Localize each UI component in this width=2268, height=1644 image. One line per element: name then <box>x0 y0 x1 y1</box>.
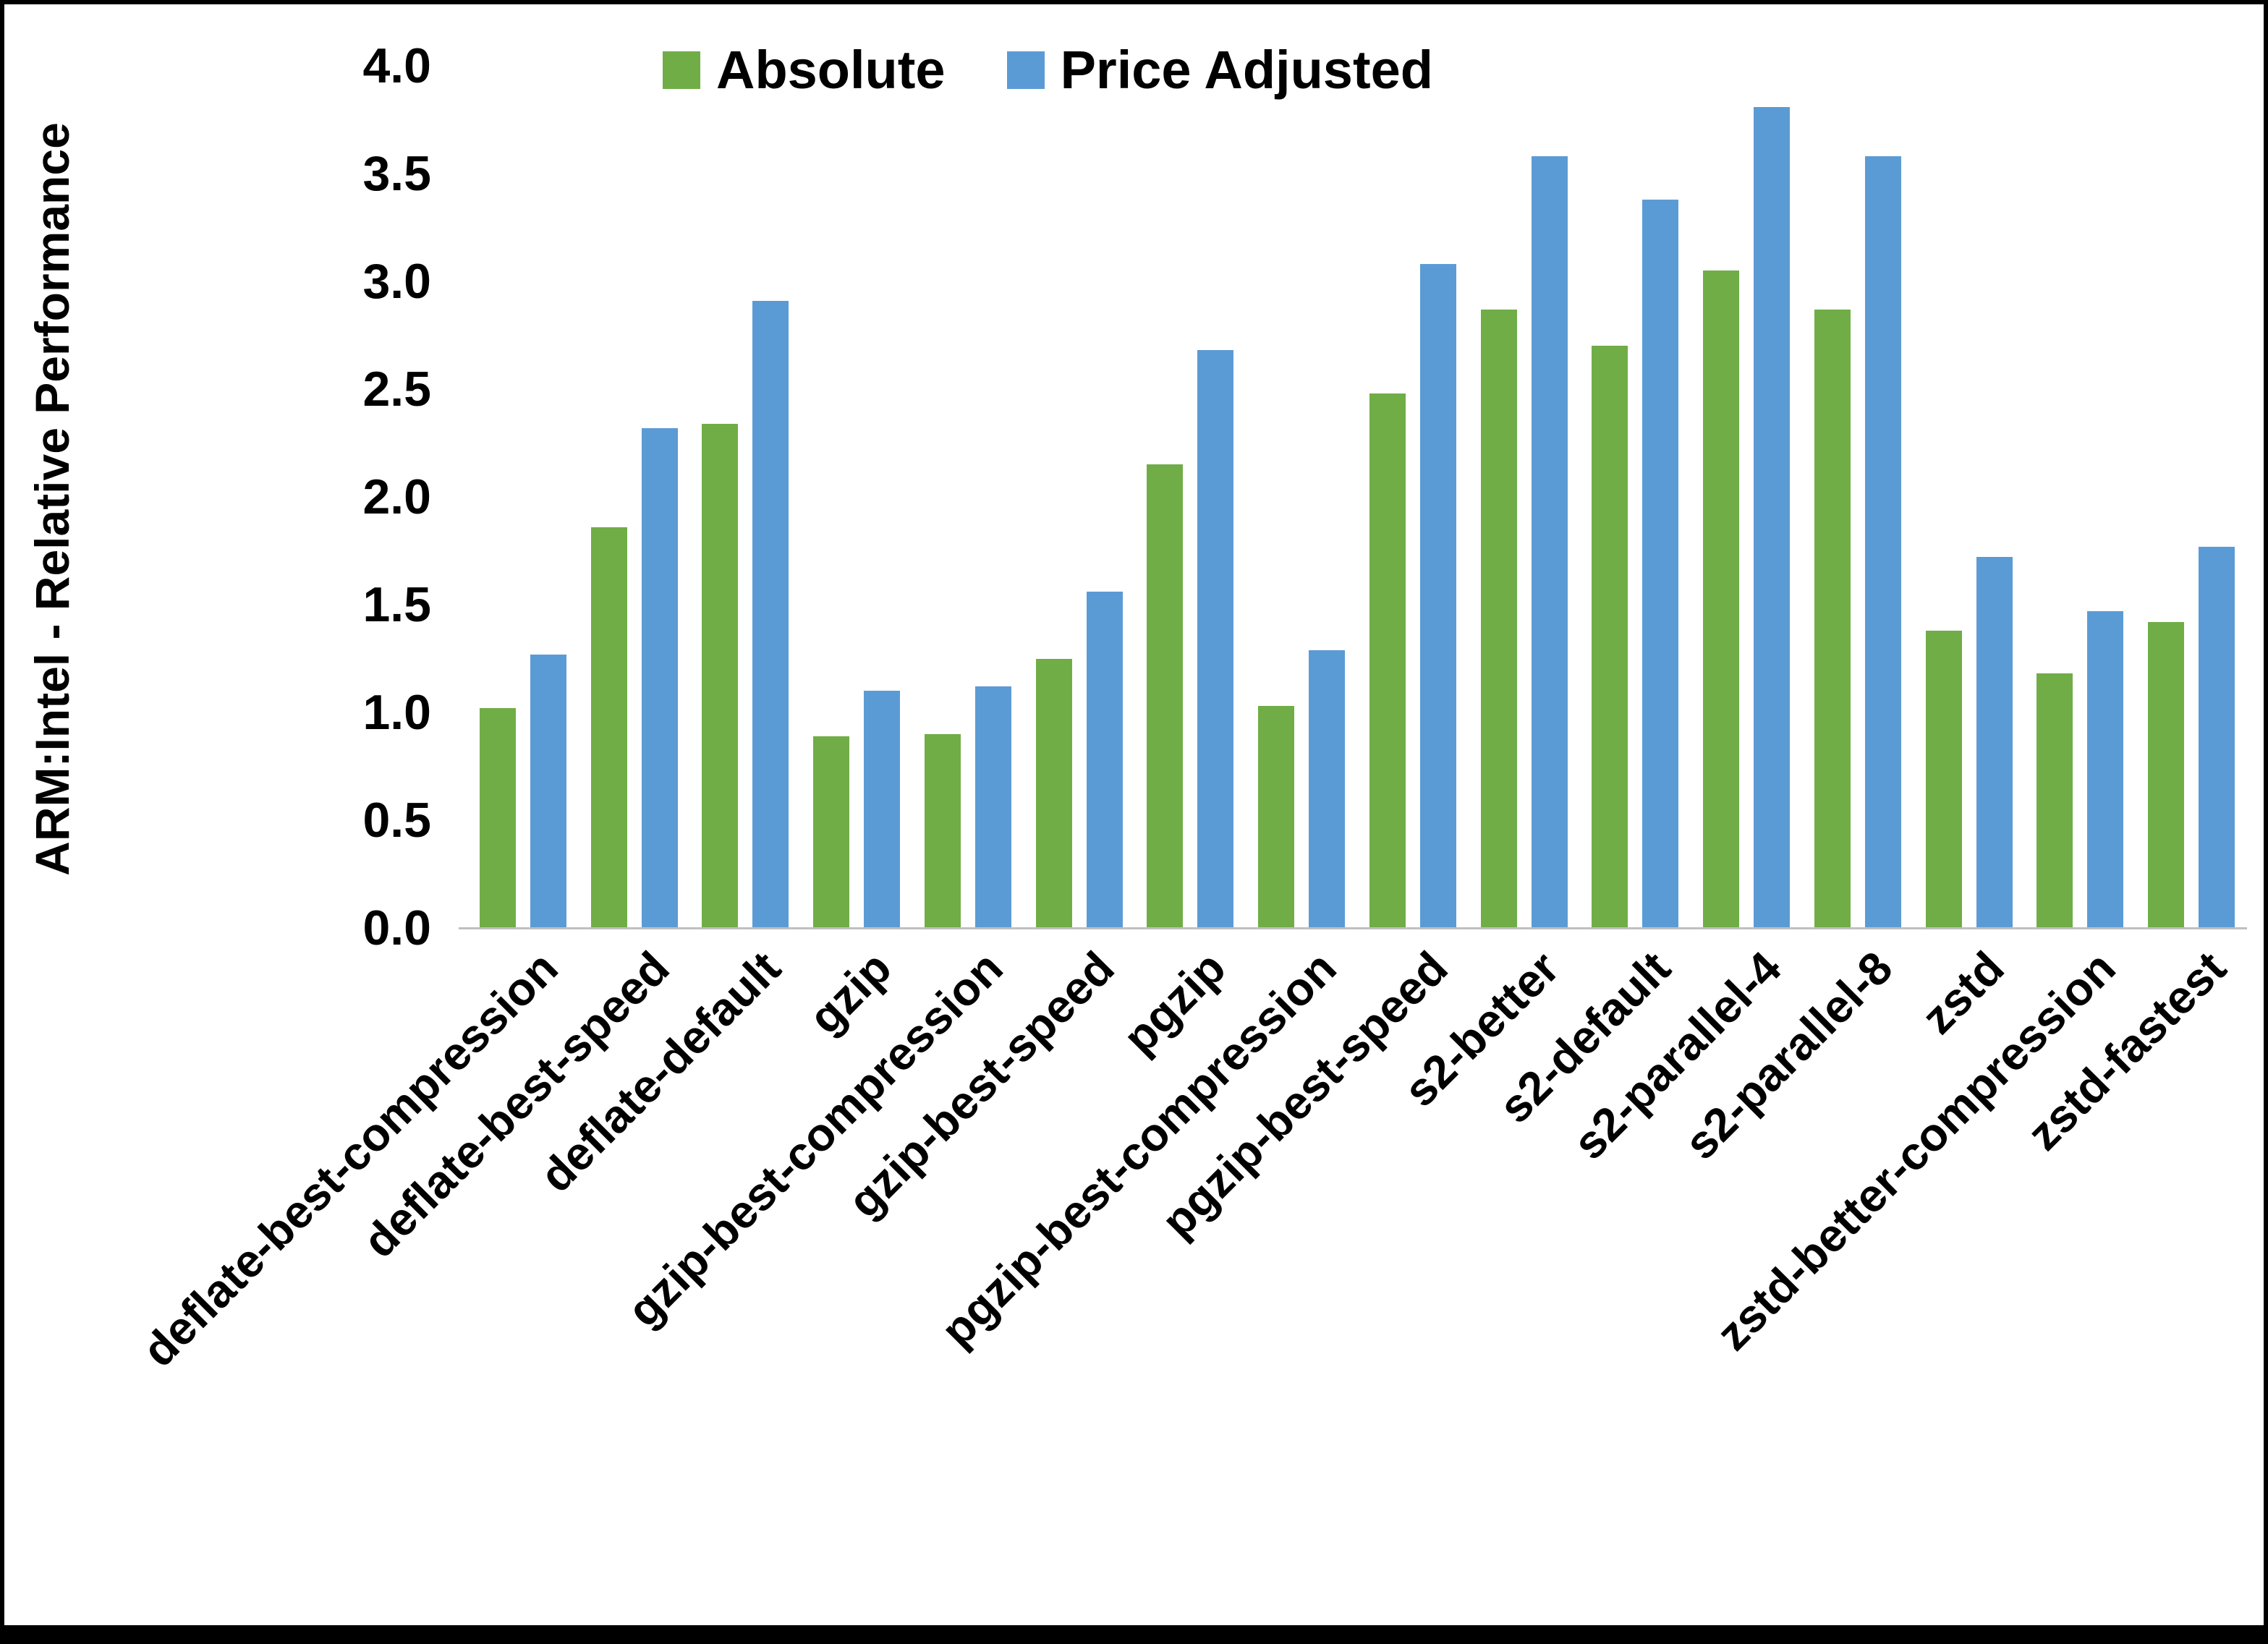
bar-price-adjusted <box>1531 156 1568 928</box>
bar-group <box>912 66 1024 928</box>
bar-price-adjusted <box>530 654 566 928</box>
bar-group <box>1691 66 1802 928</box>
bar-price-adjusted <box>1642 199 1679 928</box>
bar-group <box>1802 66 1914 928</box>
legend-swatch <box>1006 51 1045 89</box>
bar-absolute <box>1258 706 1295 928</box>
x-axis-line <box>459 927 2247 929</box>
bar-group <box>579 66 690 928</box>
y-tick-label: 1.0 <box>362 685 431 740</box>
bar-absolute <box>813 736 850 928</box>
bar-group <box>1135 66 1246 928</box>
bar-price-adjusted <box>1419 264 1456 928</box>
bar-group <box>690 66 802 928</box>
x-axis-category-label: deflate-best-compression <box>132 941 568 1377</box>
bar-absolute <box>1369 393 1406 928</box>
y-tick-label: 3.5 <box>362 146 431 201</box>
y-tick-label: 1.5 <box>362 577 431 632</box>
bars-container <box>467 66 2247 928</box>
bar-absolute <box>1035 658 1072 928</box>
bar-absolute <box>1480 309 1517 928</box>
bar-group <box>2025 66 2136 928</box>
y-tick-label: 0.0 <box>362 900 431 955</box>
bar-absolute <box>924 733 961 928</box>
bar-group <box>467 66 579 928</box>
legend-label: Absolute <box>716 40 946 100</box>
bar-price-adjusted <box>2199 546 2235 928</box>
x-axis-labels: deflate-best-compression deflate-best-spe… <box>4 928 2264 1622</box>
bar-price-adjusted <box>1197 350 1234 928</box>
bar-group <box>2136 66 2247 928</box>
bar-price-adjusted <box>1309 649 1346 928</box>
legend-swatch <box>663 51 700 89</box>
plot-area <box>459 66 2247 929</box>
bar-price-adjusted <box>1864 156 1901 928</box>
bar-group <box>1580 66 1691 928</box>
bar-price-adjusted <box>641 427 678 928</box>
bar-price-adjusted <box>974 686 1011 928</box>
bar-absolute <box>1592 346 1628 928</box>
bar-absolute <box>590 527 627 928</box>
bar-absolute <box>1925 630 1962 928</box>
bar-absolute <box>702 423 739 928</box>
legend-item: Absolute <box>663 39 946 101</box>
bar-group <box>801 66 912 928</box>
bar-absolute <box>479 708 516 928</box>
bar-group <box>1469 66 1580 928</box>
bar-absolute <box>1814 309 1851 928</box>
bar-group <box>1357 66 1469 928</box>
y-tick-label: 4.0 <box>362 38 431 93</box>
bar-price-adjusted <box>752 300 789 928</box>
bar-price-adjusted <box>1976 557 2013 928</box>
bar-group <box>1246 66 1357 928</box>
bar-absolute <box>2148 621 2185 928</box>
legend-item: Price Adjusted <box>1006 39 1433 101</box>
bar-absolute <box>1147 464 1184 928</box>
bar-price-adjusted <box>1754 106 1791 928</box>
legend: Absolute Price Adjusted <box>663 39 1433 101</box>
y-tick-label: 0.5 <box>362 793 431 848</box>
bar-group <box>1914 66 2025 928</box>
y-tick-label: 2.5 <box>362 362 431 417</box>
y-axis-title: ARM:Intel - Relative Performance <box>25 122 79 876</box>
bar-absolute <box>1703 271 1740 928</box>
bar-price-adjusted <box>864 691 901 928</box>
bar-price-adjusted <box>2087 610 2124 928</box>
y-tick-label: 2.0 <box>362 469 431 524</box>
legend-label: Price Adjusted <box>1060 40 1433 100</box>
bar-price-adjusted <box>1086 592 1123 928</box>
bar-absolute <box>2036 673 2073 928</box>
bar-group <box>1024 66 1135 928</box>
y-tick-label: 3.0 <box>362 254 431 309</box>
